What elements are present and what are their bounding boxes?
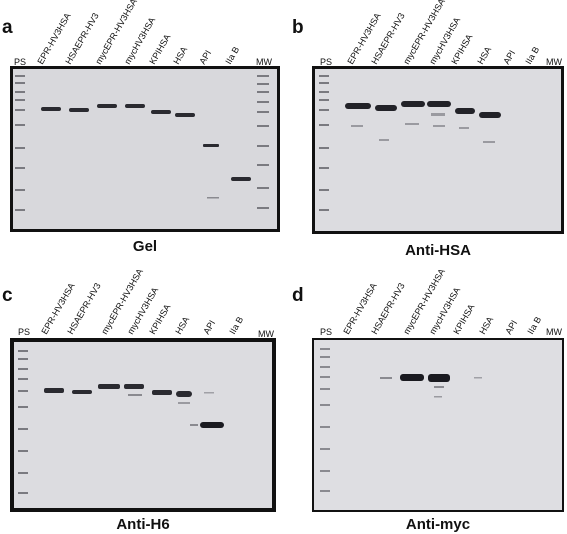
ps-label: PS (14, 57, 27, 67)
blot-image (312, 66, 564, 234)
mw-label: MW (546, 57, 562, 67)
lane-label: IIa B (525, 314, 544, 336)
blot-bands (320, 348, 482, 492)
panel-letter: c (2, 285, 13, 306)
panel-letter: d (292, 285, 304, 306)
panel-caption: Anti-myc (405, 516, 471, 533)
lane-label: API (201, 318, 218, 336)
panel-caption: Gel (132, 238, 158, 255)
lane-label: HSA (475, 44, 494, 66)
lane-label: KPIHSA (147, 32, 173, 66)
lane-label: API (503, 318, 520, 336)
lane-label: API (197, 48, 214, 66)
lane-label: IIa B (227, 314, 246, 336)
mw-label: MW (256, 57, 272, 67)
lane-label: KPIHSA (449, 32, 475, 66)
lane-label: IIa B (223, 44, 242, 66)
lane-label: API (501, 48, 518, 66)
lane-label: IIa B (523, 44, 542, 66)
panel-letter: a (2, 17, 13, 38)
blot-image (312, 338, 564, 512)
panel-caption: Anti-H6 (116, 516, 170, 533)
mw-label: MW (546, 327, 562, 337)
ps-label: PS (18, 327, 31, 337)
mw-label: MW (258, 329, 274, 339)
ps-label: PS (320, 327, 333, 337)
lane-label: HSA (173, 314, 192, 336)
ps-label: PS (320, 57, 333, 67)
gel-image (10, 66, 280, 232)
lane-label: HSA (477, 314, 496, 336)
blot-image (10, 338, 276, 512)
gel-bands (15, 75, 269, 211)
blot-bands (18, 350, 224, 494)
lane-label: KPIHSA (451, 302, 477, 336)
lane-label: HSA (171, 44, 190, 66)
panel-letter: b (292, 17, 304, 38)
lane-label: KPIHSA (147, 302, 173, 336)
blot-bands (319, 75, 501, 211)
panel-caption: Anti-HSA (405, 242, 471, 259)
